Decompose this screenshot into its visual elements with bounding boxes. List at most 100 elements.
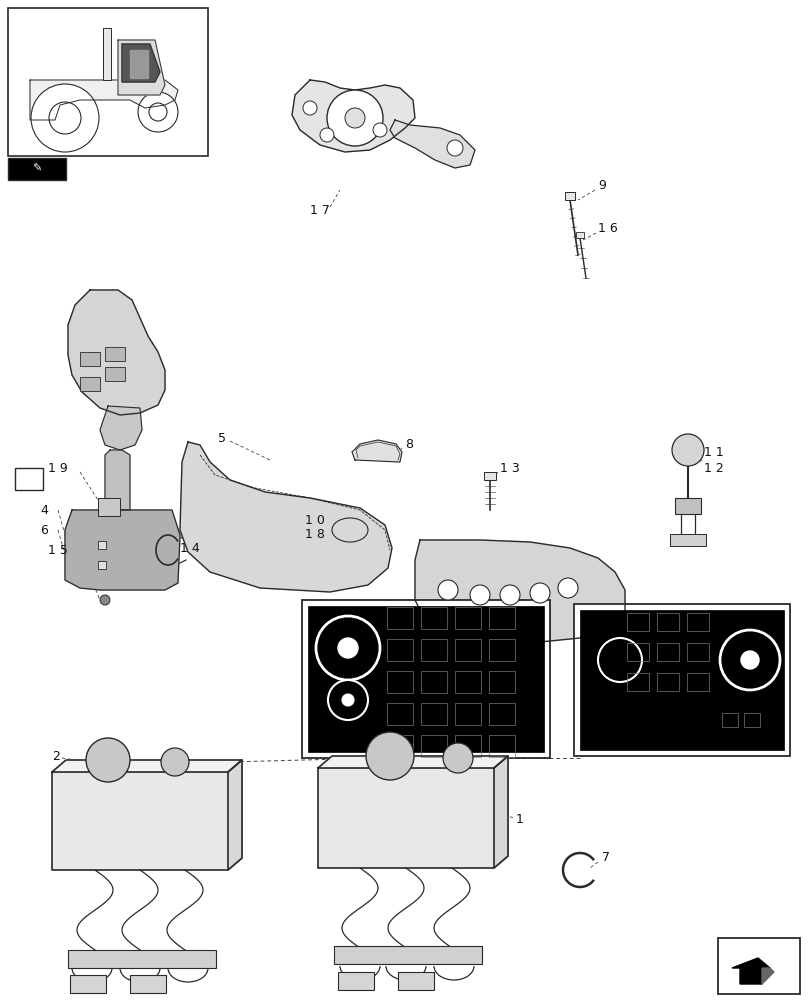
Circle shape — [443, 743, 473, 773]
Polygon shape — [228, 760, 242, 870]
Bar — [387, 607, 413, 629]
Text: 1 8: 1 8 — [305, 528, 324, 540]
Text: 1 7: 1 7 — [310, 204, 329, 217]
Polygon shape — [351, 440, 401, 462]
Polygon shape — [493, 756, 508, 868]
Circle shape — [31, 84, 99, 152]
Circle shape — [500, 585, 519, 605]
Bar — [387, 703, 413, 725]
Polygon shape — [100, 406, 142, 450]
Circle shape — [597, 638, 642, 682]
Text: 1 9: 1 9 — [48, 462, 67, 475]
Circle shape — [557, 578, 577, 598]
Text: 8: 8 — [405, 438, 413, 452]
Text: 2: 2 — [52, 750, 60, 762]
Circle shape — [161, 748, 189, 776]
Bar — [674, 498, 700, 514]
Bar — [70, 975, 106, 993]
Bar — [656, 643, 678, 661]
Polygon shape — [594, 625, 621, 665]
Bar — [337, 972, 374, 990]
Bar — [686, 643, 708, 661]
Bar — [387, 639, 413, 661]
Circle shape — [337, 638, 358, 658]
Bar — [387, 671, 413, 693]
Bar — [8, 8, 208, 156]
Circle shape — [148, 103, 167, 121]
Bar — [579, 610, 783, 750]
Text: 1 2: 1 2 — [703, 462, 723, 475]
Text: 1 4: 1 4 — [180, 542, 200, 554]
Text: 1 6: 1 6 — [597, 222, 617, 234]
Text: 6: 6 — [40, 524, 48, 536]
Bar — [15, 468, 43, 490]
Polygon shape — [105, 450, 130, 510]
Bar — [103, 28, 111, 80]
Bar — [488, 671, 514, 693]
Bar — [575, 232, 583, 238]
Polygon shape — [389, 120, 474, 168]
Circle shape — [530, 583, 549, 603]
Bar — [626, 613, 648, 631]
Circle shape — [100, 595, 109, 605]
Polygon shape — [318, 756, 508, 768]
Bar — [669, 534, 705, 546]
Polygon shape — [292, 80, 414, 152]
Bar — [656, 613, 678, 631]
Circle shape — [320, 128, 333, 142]
Bar — [420, 703, 446, 725]
Polygon shape — [407, 635, 435, 675]
Bar — [573, 604, 789, 756]
Circle shape — [86, 738, 130, 782]
Bar — [656, 673, 678, 691]
Polygon shape — [122, 44, 160, 82]
Text: 1 5: 1 5 — [48, 544, 68, 556]
Circle shape — [328, 680, 367, 720]
Bar — [98, 498, 120, 516]
Text: 3: 3 — [17, 473, 25, 486]
Circle shape — [341, 694, 354, 706]
Text: 1 1: 1 1 — [703, 446, 723, 458]
Bar — [454, 671, 480, 693]
Text: 1 3: 1 3 — [500, 462, 519, 475]
Bar — [80, 377, 100, 391]
Circle shape — [672, 434, 703, 466]
Bar — [626, 643, 648, 661]
Polygon shape — [761, 968, 773, 984]
Bar — [420, 671, 446, 693]
Polygon shape — [52, 760, 242, 772]
Circle shape — [315, 616, 380, 680]
Text: 5: 5 — [217, 432, 225, 444]
Polygon shape — [65, 510, 180, 590]
Circle shape — [740, 651, 758, 669]
Bar — [454, 607, 480, 629]
Polygon shape — [68, 290, 165, 415]
Circle shape — [303, 101, 316, 115]
Text: 1: 1 — [515, 813, 523, 826]
Circle shape — [446, 140, 462, 156]
Bar — [68, 950, 216, 968]
Bar — [387, 735, 413, 757]
Bar — [454, 703, 480, 725]
Polygon shape — [731, 958, 769, 984]
Bar — [454, 639, 480, 661]
Circle shape — [345, 108, 365, 128]
Ellipse shape — [332, 518, 367, 542]
Bar — [488, 735, 514, 757]
Polygon shape — [30, 80, 178, 120]
Bar — [333, 946, 482, 964]
Bar — [626, 673, 648, 691]
Circle shape — [437, 580, 457, 600]
Bar — [105, 367, 125, 381]
Polygon shape — [52, 762, 242, 870]
Polygon shape — [318, 758, 508, 868]
Text: ✎: ✎ — [32, 164, 41, 174]
Circle shape — [470, 585, 489, 605]
Bar — [564, 192, 574, 200]
Text: 9: 9 — [597, 179, 605, 192]
Bar — [686, 673, 708, 691]
Polygon shape — [180, 442, 392, 592]
Bar — [488, 607, 514, 629]
Bar — [686, 613, 708, 631]
Circle shape — [719, 630, 779, 690]
